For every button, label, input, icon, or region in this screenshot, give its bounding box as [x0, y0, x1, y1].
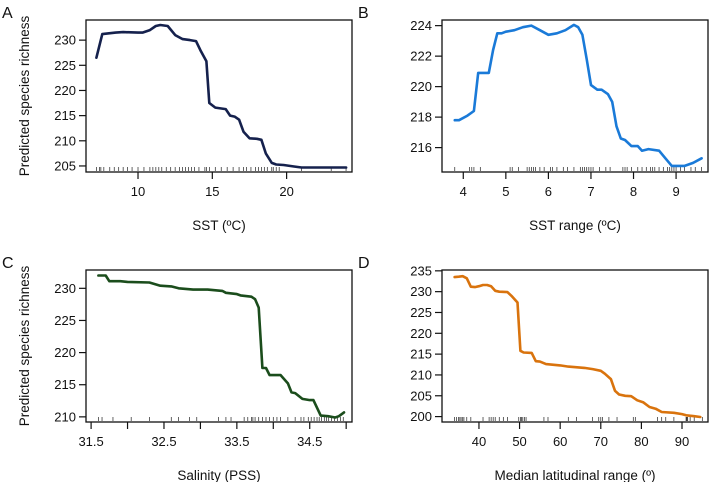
- x-tick-label: 60: [553, 434, 567, 449]
- y-tick-label: 210: [54, 133, 76, 148]
- panel-label: C: [2, 255, 14, 272]
- y-tick-label: 200: [410, 409, 432, 424]
- x-tick-label: 31.5: [78, 434, 103, 449]
- y-tick-label: 220: [54, 83, 76, 98]
- partial-dependence-line: [95, 23, 348, 169]
- x-tick-label: 34.5: [297, 434, 322, 449]
- partial-dependence-line: [97, 274, 346, 419]
- panel-label: B: [358, 5, 369, 22]
- y-tick-label: 220: [410, 79, 432, 94]
- x-axis-title: Median latitudinal range (º): [494, 468, 655, 482]
- y-tick-label: 220: [410, 326, 432, 341]
- x-tick-label: 15: [205, 184, 219, 199]
- y-tick-label: 216: [410, 140, 432, 155]
- y-tick-label: 222: [410, 49, 432, 64]
- x-tick-label: 4: [460, 184, 467, 199]
- plot-frame: [85, 19, 353, 173]
- y-tick-label: 230: [410, 284, 432, 299]
- partial-dependence-line: [453, 274, 702, 419]
- y-tick-label: 220: [54, 345, 76, 360]
- x-tick-label: 32.5: [151, 434, 176, 449]
- panel-label: D: [358, 255, 370, 272]
- y-tick-label: 210: [410, 367, 432, 382]
- y-tick-label: 225: [54, 313, 76, 328]
- y-tick-label: 224: [410, 18, 432, 33]
- y-tick-label: 225: [410, 305, 432, 320]
- y-tick-label: 230: [54, 33, 76, 48]
- y-tick-label: 215: [54, 377, 76, 392]
- panel-label: A: [2, 5, 13, 22]
- x-tick-label: 33.5: [224, 434, 249, 449]
- y-tick-label: 205: [410, 388, 432, 403]
- plot-frame: [441, 269, 709, 423]
- x-tick-label: 70: [594, 434, 608, 449]
- x-tick-label: 8: [630, 184, 637, 199]
- y-tick-label: 215: [54, 108, 76, 123]
- plot-frame: [441, 19, 709, 173]
- y-tick-label: 225: [54, 58, 76, 73]
- x-tick-label: 90: [675, 434, 689, 449]
- partial-dependence-line: [453, 23, 703, 168]
- y-axis-title: Predicted species richness: [17, 265, 32, 426]
- x-axis-title: SST range (ºC): [529, 218, 621, 233]
- plot-frame: [85, 269, 353, 423]
- x-tick-label: 40: [472, 434, 486, 449]
- x-tick-label: 50: [512, 434, 526, 449]
- y-tick-label: 205: [54, 158, 76, 173]
- x-tick-label: 9: [672, 184, 679, 199]
- y-tick-label: 215: [410, 347, 432, 362]
- y-axis-title: Predicted species richness: [17, 15, 32, 176]
- x-axis-title: Salinity (PSS): [177, 468, 260, 482]
- x-tick-label: 20: [279, 184, 293, 199]
- x-tick-label: 5: [502, 184, 509, 199]
- y-tick-label: 230: [54, 281, 76, 296]
- x-tick-label: 7: [587, 184, 594, 199]
- x-axis-title: SST (ºC): [192, 218, 245, 233]
- y-tick-label: 218: [410, 110, 432, 125]
- y-tick-label: 235: [410, 263, 432, 278]
- x-tick-label: 10: [131, 184, 145, 199]
- y-tick-label: 210: [54, 409, 76, 424]
- x-tick-label: 6: [545, 184, 552, 199]
- x-tick-label: 80: [634, 434, 648, 449]
